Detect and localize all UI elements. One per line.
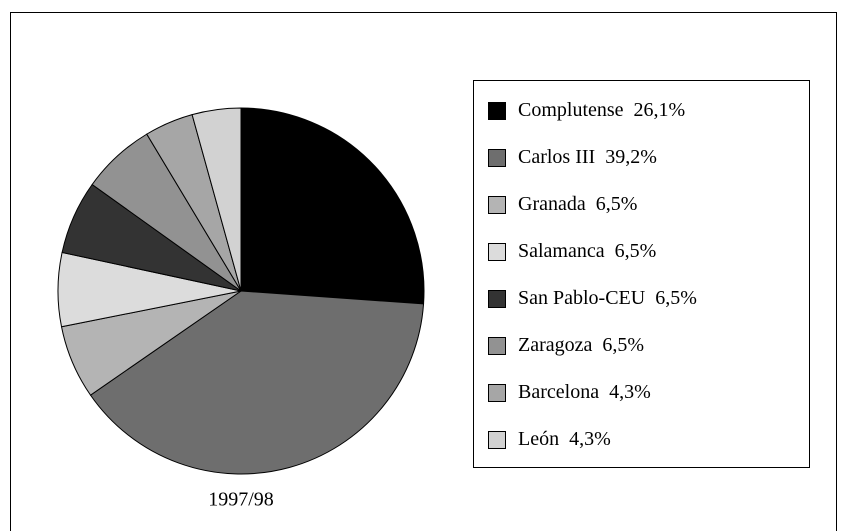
legend-label: Complutense 26,1% xyxy=(518,99,685,121)
legend-label: Granada 6,5% xyxy=(518,193,637,215)
legend-name: Carlos III xyxy=(518,146,595,168)
legend-value: 39,2% xyxy=(605,146,657,168)
legend-swatch xyxy=(488,243,506,261)
legend-box xyxy=(473,80,810,468)
legend-name: Zaragoza xyxy=(518,334,593,356)
legend-label: Carlos III 39,2% xyxy=(518,146,657,168)
pie-slice xyxy=(89,290,425,475)
legend-label: Zaragoza 6,5% xyxy=(518,334,644,356)
legend-name: León xyxy=(518,428,559,450)
legend-swatch xyxy=(488,431,506,449)
legend-swatch xyxy=(488,102,506,120)
chart-caption: 1997/98 xyxy=(208,489,274,511)
legend-value: 4,3% xyxy=(609,381,651,403)
legend-label: Barcelona 4,3% xyxy=(518,381,651,403)
legend-value: 26,1% xyxy=(634,99,686,121)
legend-value: 6,5% xyxy=(615,240,657,262)
legend-name: Granada xyxy=(518,193,586,215)
legend-swatch xyxy=(488,196,506,214)
legend-value: 6,5% xyxy=(655,287,697,309)
legend-label: San Pablo-CEU 6,5% xyxy=(518,287,697,309)
legend-value: 4,3% xyxy=(569,428,611,450)
legend-value: 6,5% xyxy=(602,334,644,356)
pie-slice xyxy=(240,107,425,305)
legend-value: 6,5% xyxy=(596,193,638,215)
legend-name: Salamanca xyxy=(518,240,605,262)
legend-label: León 4,3% xyxy=(518,428,611,450)
legend-name: San Pablo-CEU xyxy=(518,287,646,309)
legend-swatch xyxy=(488,337,506,355)
legend-swatch xyxy=(488,149,506,167)
legend-name: Barcelona xyxy=(518,381,599,403)
legend-swatch xyxy=(488,290,506,308)
legend-swatch xyxy=(488,384,506,402)
pie-slice xyxy=(191,107,242,292)
legend-name: Complutense xyxy=(518,99,624,121)
legend-label: Salamanca 6,5% xyxy=(518,240,656,262)
